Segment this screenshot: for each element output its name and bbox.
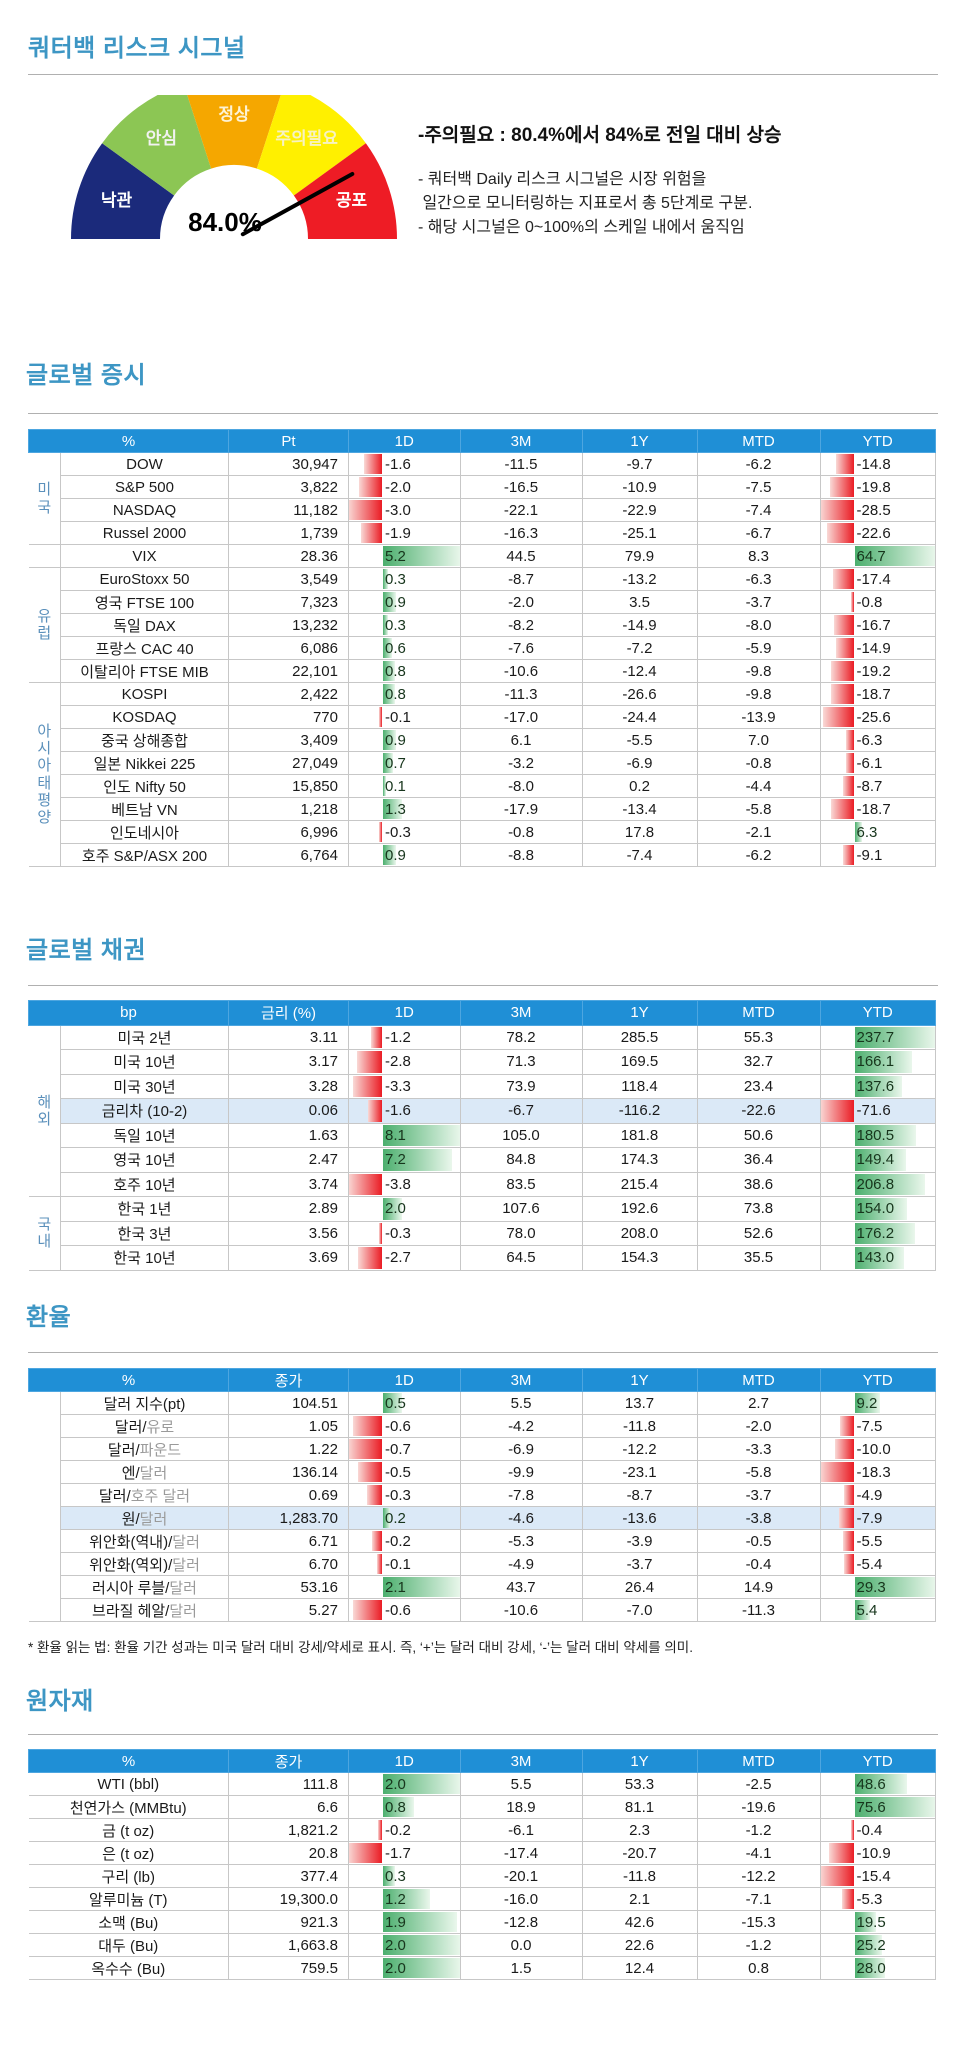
svg-text:정상: 정상	[218, 105, 250, 124]
svg-text:낙관: 낙관	[101, 191, 133, 210]
svg-text:안심: 안심	[146, 129, 177, 148]
svg-text:84.0%: 84.0%	[188, 207, 262, 237]
svg-text:주의필요: 주의필요	[275, 129, 338, 148]
svg-text:공포: 공포	[336, 191, 368, 210]
